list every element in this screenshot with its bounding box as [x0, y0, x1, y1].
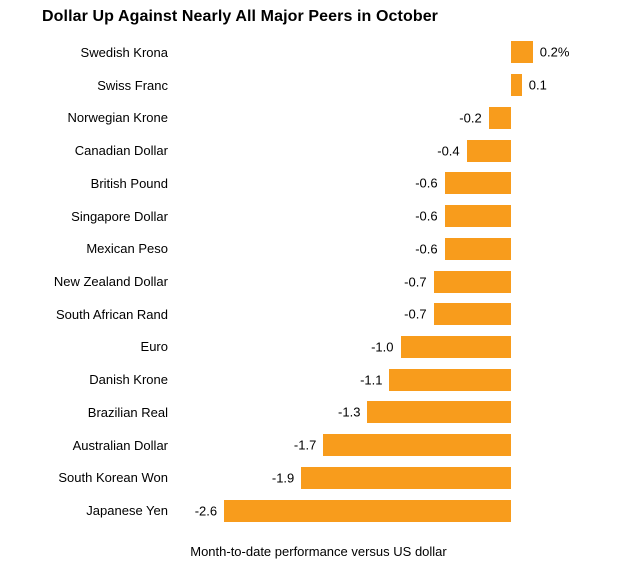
chart-row: Danish Krone -1.1 — [0, 363, 621, 396]
bar-track: -1.1 — [180, 363, 621, 396]
chart-row: Japanese Yen -2.6 — [0, 494, 621, 527]
chart-row: South African Rand -0.7 — [0, 298, 621, 331]
bar-track: -0.6 — [180, 167, 621, 200]
category-label: Singapore Dollar — [71, 208, 168, 224]
value-label: -1.9 — [271, 470, 295, 486]
chart-row: South Korean Won -1.9 — [0, 462, 621, 495]
bar — [301, 466, 511, 489]
bar — [367, 401, 511, 424]
bar — [510, 74, 522, 97]
chart-footer: Month-to-date performance versus US doll… — [190, 544, 447, 559]
chart-row: Singapore Dollar -0.6 — [0, 200, 621, 233]
value-label: -0.7 — [404, 274, 427, 289]
bar — [466, 139, 511, 162]
category-label: Canadian Dollar — [74, 143, 168, 159]
bar-track: -1.0 — [180, 331, 621, 364]
chart-row: British Pound -0.6 — [0, 167, 621, 200]
bar — [433, 303, 511, 326]
category-label: South Korean Won — [58, 470, 168, 486]
bar — [323, 434, 511, 457]
chart-row: Canadian Dollar -0.4 — [0, 134, 621, 167]
value-label: -1.3 — [338, 404, 361, 420]
bar-track: -1.7 — [180, 429, 621, 462]
value-label: -1.7 — [293, 437, 317, 453]
chart-row: Euro -1.0 — [0, 331, 621, 364]
value-label: -1.0 — [371, 339, 394, 355]
bar-track: 0.1 — [180, 69, 621, 102]
value-label: 0.1 — [528, 77, 547, 93]
category-label: Swiss Franc — [97, 77, 168, 93]
bar-track: 0.2% — [180, 36, 621, 69]
bar — [444, 172, 511, 195]
chart-row: New Zealand Dollar -0.7 — [0, 265, 621, 298]
bar — [224, 499, 511, 522]
bar-track: -0.2 — [180, 101, 621, 134]
bar-chart: Swedish Krona 0.2% Swiss Franc 0.1 Norwegian… — [0, 36, 621, 527]
value-label: -0.6 — [415, 208, 438, 224]
value-label: -0.6 — [415, 241, 438, 257]
value-label: -0.4 — [437, 143, 460, 159]
value-label: -2.6 — [194, 503, 218, 519]
bar-track: -2.6 — [180, 494, 621, 527]
category-label: Norwegian Krone — [67, 110, 168, 126]
value-label: -0.6 — [415, 175, 438, 191]
category-label: Brazilian Real — [87, 404, 168, 420]
bar-track: -0.4 — [180, 134, 621, 167]
chart-row: Swedish Krona 0.2% — [0, 36, 621, 69]
bar-track: -0.7 — [180, 298, 621, 331]
bar-track: -0.6 — [180, 232, 621, 265]
chart-title: Dollar Up Against Nearly All Major Peers… — [42, 8, 439, 25]
value-label: -1.1 — [360, 372, 383, 388]
category-label: British Pound — [90, 175, 168, 191]
category-label: South African Rand — [55, 306, 168, 322]
value-label: -0.2 — [459, 110, 482, 126]
bar — [433, 270, 511, 293]
bar — [400, 335, 511, 358]
bar — [389, 368, 511, 391]
category-label: Swedish Krona — [80, 44, 168, 60]
bar-track: -0.6 — [180, 200, 621, 233]
chart-row: Australian Dollar -1.7 — [0, 429, 621, 462]
chart-row: Swiss Franc 0.1 — [0, 69, 621, 102]
bar — [444, 205, 511, 228]
bar — [488, 106, 511, 129]
bar-track: -1.3 — [180, 396, 621, 429]
chart-row: Norwegian Krone -0.2 — [0, 101, 621, 134]
category-label: Euro — [140, 339, 168, 355]
bar — [510, 41, 533, 64]
category-label: Japanese Yen — [86, 503, 168, 519]
chart-row: Brazilian Real -1.3 — [0, 396, 621, 429]
category-label: New Zealand Dollar — [53, 274, 168, 289]
category-label: Danish Krone — [89, 372, 168, 388]
category-label: Australian Dollar — [72, 437, 168, 453]
bar — [444, 237, 511, 260]
bar-track: -1.9 — [180, 462, 621, 495]
chart-row: Mexican Peso -0.6 — [0, 232, 621, 265]
category-label: Mexican Peso — [86, 241, 168, 257]
value-label: 0.2% — [539, 44, 570, 60]
value-label: -0.7 — [404, 306, 427, 322]
bar-track: -0.7 — [180, 265, 621, 298]
